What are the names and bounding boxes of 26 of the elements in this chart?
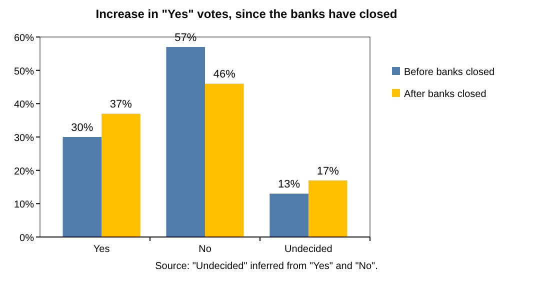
x-tick-label: Yes bbox=[93, 244, 110, 255]
bar bbox=[102, 114, 140, 237]
bar bbox=[270, 194, 308, 237]
chart-title: Increase in "Yes" votes, since the banks have closed bbox=[96, 7, 398, 21]
data-label: 46% bbox=[213, 68, 236, 81]
legend-label: After banks closed bbox=[404, 89, 486, 100]
data-label: 37% bbox=[110, 98, 132, 111]
data-label: 30% bbox=[71, 122, 94, 134]
bar bbox=[62, 137, 102, 237]
x-tick-label: No bbox=[198, 244, 212, 255]
data-label: 13% bbox=[278, 178, 300, 191]
data-label: 57% bbox=[174, 32, 197, 44]
x-tick-label: Undecided bbox=[284, 244, 332, 255]
y-tick-label: 10% bbox=[14, 200, 34, 211]
source-note: Source: "Undecided" inferred from "Yes" and "No". bbox=[155, 261, 378, 272]
y-tick-label: 60% bbox=[14, 33, 34, 44]
data-label: 17% bbox=[316, 165, 340, 178]
bar bbox=[205, 84, 244, 237]
y-tick-label: 20% bbox=[14, 166, 34, 178]
y-tick-label: 40% bbox=[14, 100, 34, 111]
y-tick-label: 30% bbox=[14, 133, 34, 144]
y-tick-label: 0% bbox=[20, 233, 34, 244]
bar bbox=[166, 47, 205, 237]
y-tick-label: 50% bbox=[14, 66, 34, 78]
legend-label: Before banks closed bbox=[404, 67, 495, 78]
bar bbox=[308, 180, 348, 237]
